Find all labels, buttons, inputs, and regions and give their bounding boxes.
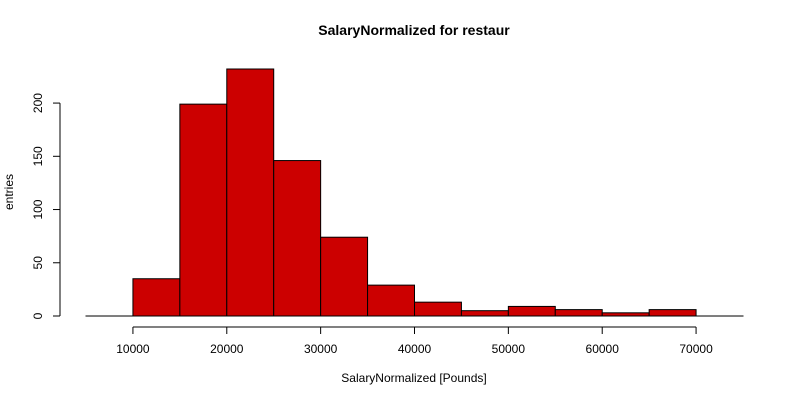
histogram-bar — [414, 301, 462, 317]
y-tick-label: 0 — [31, 312, 45, 319]
histogram-bar — [460, 310, 509, 317]
histogram-bar — [273, 160, 322, 317]
histogram-bar — [226, 68, 275, 317]
y-tick-label: 100 — [31, 199, 45, 219]
y-axis-label: entries — [2, 174, 16, 210]
x-tick-label: 30000 — [304, 342, 338, 356]
x-tick-label: 20000 — [210, 342, 244, 356]
x-axis: 10000 20000 30000 40000 50000 60000 70000 — [116, 326, 713, 356]
x-tick-label: 10000 — [116, 342, 150, 356]
y-tick-label: 150 — [31, 146, 45, 166]
x-tick-label: 40000 — [398, 342, 432, 356]
histogram-bar — [367, 284, 416, 317]
x-axis-label: SalaryNormalized [Pounds] — [341, 371, 486, 385]
x-tick-label: 60000 — [586, 342, 620, 356]
x-tick-label: 50000 — [492, 342, 526, 356]
y-tick-label: 200 — [31, 93, 45, 113]
x-tick-label: 70000 — [679, 342, 713, 356]
histogram-bar — [320, 236, 369, 317]
bars-group — [85, 68, 744, 317]
histogram-bar — [507, 305, 556, 317]
histogram-bar — [179, 103, 228, 317]
y-tick-label: 50 — [31, 256, 45, 270]
y-axis: 0 50 100 150 200 — [31, 93, 61, 319]
histogram-bar — [132, 278, 181, 317]
histogram-bar — [554, 309, 603, 317]
chart-title: SalaryNormalized for restaur — [318, 22, 510, 38]
histogram-bar — [648, 309, 697, 317]
histogram-bar — [601, 312, 650, 317]
